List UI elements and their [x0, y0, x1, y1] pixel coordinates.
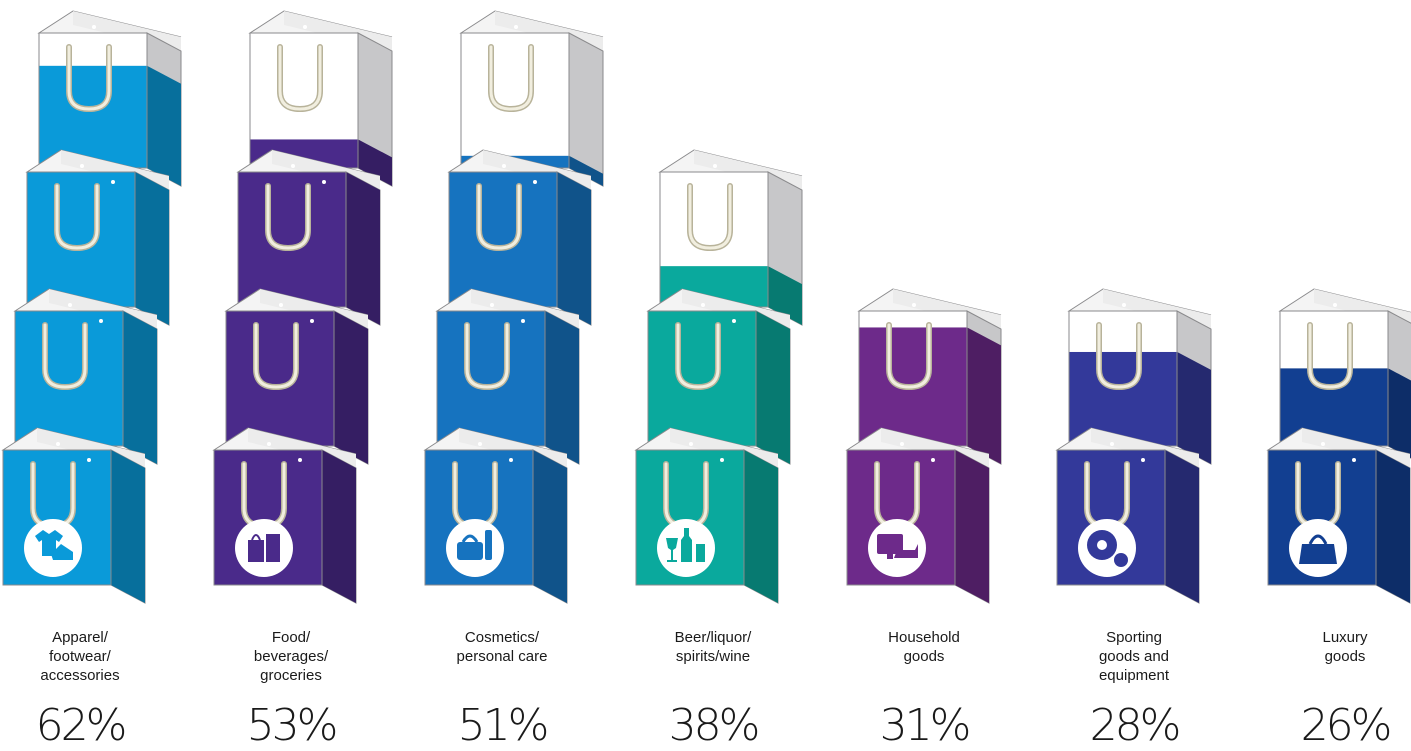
tv-sofa-icon — [868, 519, 926, 577]
shopping-bag — [212, 427, 357, 604]
value-label: 51% — [458, 700, 547, 751]
value-label: 38% — [669, 700, 758, 751]
bar-group: Cosmetics/personal care 51% — [423, 10, 604, 751]
category-label: Beer/liquor/spirits/wine — [675, 629, 753, 665]
bar-group: Luxury goods 26% — [1266, 288, 1411, 751]
tshirt-shoe-icon — [24, 519, 82, 577]
shopping-bag — [37, 10, 182, 187]
soccer-tennis-ball-icon — [1078, 519, 1136, 577]
shopping-bag — [423, 427, 568, 604]
shopping-bag — [1067, 288, 1212, 465]
category-label: Cosmetics/personal care — [457, 629, 548, 665]
handbag-icon — [1289, 519, 1347, 577]
value-label: 28% — [1090, 700, 1179, 751]
shopping-bag — [459, 10, 604, 187]
category-label: Food/beverages/groceries — [254, 629, 329, 684]
shopping-bag — [845, 427, 990, 604]
value-label: 31% — [880, 700, 969, 751]
shopping-bag — [13, 288, 158, 465]
wine-bottle-glass-icon — [657, 519, 715, 577]
shopping-bag — [236, 149, 381, 326]
shopping-bag — [447, 149, 592, 326]
bar-group: Apparel/footwear/accessories 62% — [1, 10, 182, 751]
category-label: Sporting goods and equipment — [1099, 629, 1170, 684]
shopping-bag — [435, 288, 580, 465]
shopping-bag — [25, 149, 170, 326]
shopping-bag — [1, 427, 146, 604]
bar-group: Food/beverages/groceries 53% — [212, 10, 393, 751]
category-label: Apparel/footwear/accessories — [40, 629, 119, 684]
shopping-bag — [634, 427, 779, 604]
shopping-bag — [1266, 427, 1411, 604]
shopping-bag — [658, 149, 803, 326]
value-label: 26% — [1301, 700, 1390, 751]
shopping-bag — [1055, 427, 1200, 604]
category-label: Household goods — [888, 629, 960, 665]
value-label: 53% — [247, 700, 336, 751]
bar-group: Sporting goods and equipment 28% — [1055, 288, 1212, 751]
bar-group: Household goods 31% — [845, 288, 1002, 751]
shopping-bag — [857, 288, 1002, 465]
value-label: 62% — [36, 700, 125, 751]
grocery-bag-icon — [235, 519, 293, 577]
shopping-bag — [224, 288, 369, 465]
toiletry-bag-icon — [446, 519, 504, 577]
shopping-bag — [646, 288, 791, 465]
bar-group: Beer/liquor/spirits/wine 38% — [634, 149, 803, 751]
category-label: Luxury goods — [1322, 629, 1368, 665]
